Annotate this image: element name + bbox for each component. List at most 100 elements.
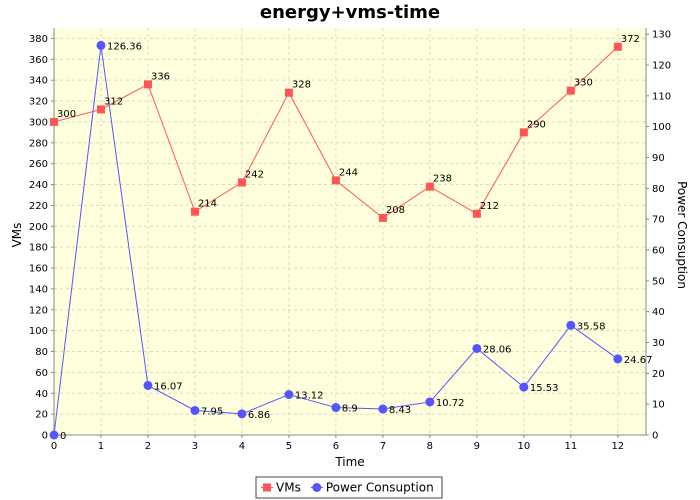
y-axis-title-left: VMs <box>10 223 24 248</box>
data-label: 238 <box>433 174 452 185</box>
x-tick-label: 1 <box>98 441 104 452</box>
legend-label: VMs <box>276 481 301 495</box>
legend-marker <box>263 483 271 492</box>
data-point <box>613 354 623 364</box>
data-label: 7.95 <box>201 406 223 417</box>
data-label: 336 <box>151 71 170 82</box>
y-tick-label-left: 140 <box>29 284 48 295</box>
y-tick-label-left: 380 <box>29 34 48 45</box>
x-tick-label: 7 <box>380 441 386 452</box>
x-tick-label: 5 <box>286 441 292 452</box>
y-tick-label-right: 0 <box>652 431 658 442</box>
y-axis-title-right: Power Consuption <box>675 181 689 289</box>
data-label: 28.06 <box>483 344 512 355</box>
data-point <box>519 128 528 137</box>
data-label: 372 <box>621 34 640 45</box>
data-label: 126.36 <box>107 41 142 52</box>
x-tick-label: 0 <box>51 441 57 452</box>
x-tick-label: 6 <box>333 441 339 452</box>
data-point <box>566 86 575 95</box>
y-tick-label-left: 120 <box>29 305 48 316</box>
y-tick-label-left: 100 <box>29 326 48 337</box>
data-label: 330 <box>574 78 593 89</box>
data-point <box>566 320 576 330</box>
y-tick-label-right: 60 <box>652 246 665 257</box>
y-tick-label-left: 240 <box>29 180 48 191</box>
data-label: 244 <box>339 167 358 178</box>
x-tick-label: 10 <box>517 441 530 452</box>
data-point <box>143 380 153 390</box>
y-tick-label-left: 20 <box>35 410 48 421</box>
y-tick-label-right: 30 <box>652 338 665 349</box>
data-point <box>378 404 388 414</box>
data-label: 214 <box>198 199 217 210</box>
y-tick-label-left: 320 <box>29 97 48 108</box>
data-point <box>284 88 293 97</box>
y-tick-label-left: 220 <box>29 201 48 212</box>
y-tick-label-right: 80 <box>652 184 665 195</box>
data-label: 8.9 <box>342 404 358 415</box>
y-tick-label-left: 360 <box>29 55 48 66</box>
y-tick-label-left: 300 <box>29 117 48 128</box>
data-label: 290 <box>527 119 546 130</box>
x-axis-title: Time <box>334 455 364 469</box>
data-label: 312 <box>104 96 123 107</box>
y-tick-label-right: 90 <box>652 153 665 164</box>
data-label: 8.43 <box>389 405 411 416</box>
y-tick-label-left: 260 <box>29 159 48 170</box>
y-tick-label-right: 20 <box>652 369 665 380</box>
y-tick-label-right: 120 <box>652 61 671 72</box>
data-point <box>425 397 435 407</box>
data-point <box>190 207 199 216</box>
y-tick-label-right: 100 <box>652 122 671 133</box>
plot-area <box>54 28 646 435</box>
x-tick-label: 9 <box>474 441 480 452</box>
data-label: 208 <box>386 205 405 216</box>
x-tick-label: 4 <box>239 441 245 452</box>
data-point <box>284 390 294 400</box>
y-tick-label-right: 10 <box>652 400 665 411</box>
data-point <box>237 409 247 419</box>
y-tick-label-left: 340 <box>29 76 48 87</box>
y-tick-label-left: 180 <box>29 243 48 254</box>
data-point <box>96 105 105 114</box>
y-tick-label-left: 200 <box>29 222 48 233</box>
data-point <box>613 42 622 51</box>
data-label: 15.53 <box>530 383 559 394</box>
x-tick-label: 3 <box>192 441 198 452</box>
legend-marker <box>312 483 322 492</box>
data-point <box>237 178 246 187</box>
data-label: 242 <box>245 169 264 180</box>
y-tick-label-left: 160 <box>29 264 48 275</box>
data-point <box>472 209 481 218</box>
data-label: 24.67 <box>624 355 653 366</box>
y-tick-label-left: 280 <box>29 138 48 149</box>
data-point <box>331 403 341 413</box>
y-tick-label-right: 130 <box>652 30 671 41</box>
data-label: 35.58 <box>577 321 606 332</box>
legend-box <box>255 476 443 499</box>
data-label: 16.07 <box>154 381 183 392</box>
x-tick-label: 12 <box>611 441 624 452</box>
y-tick-label-left: 40 <box>35 389 48 400</box>
y-tick-label-right: 70 <box>652 215 665 226</box>
data-label: 13.12 <box>295 391 324 402</box>
x-tick-label: 2 <box>145 441 151 452</box>
data-label: 328 <box>292 80 311 91</box>
legend: VMs Power Consuption <box>255 476 443 499</box>
chart-title: energy+vms-time <box>260 2 440 23</box>
data-label: 212 <box>480 201 499 212</box>
data-point <box>50 117 58 126</box>
data-point <box>331 176 340 185</box>
y-tick-label-right: 40 <box>652 307 665 318</box>
y-tick-label-left: 0 <box>42 431 48 442</box>
data-point <box>425 182 434 191</box>
y-tick-label-right: 50 <box>652 276 665 287</box>
data-point <box>190 405 200 415</box>
data-point <box>519 382 529 392</box>
data-point <box>472 343 482 353</box>
y-tick-label-right: 110 <box>652 91 671 102</box>
data-label: 10.72 <box>436 398 465 409</box>
data-label: 300 <box>57 109 76 120</box>
